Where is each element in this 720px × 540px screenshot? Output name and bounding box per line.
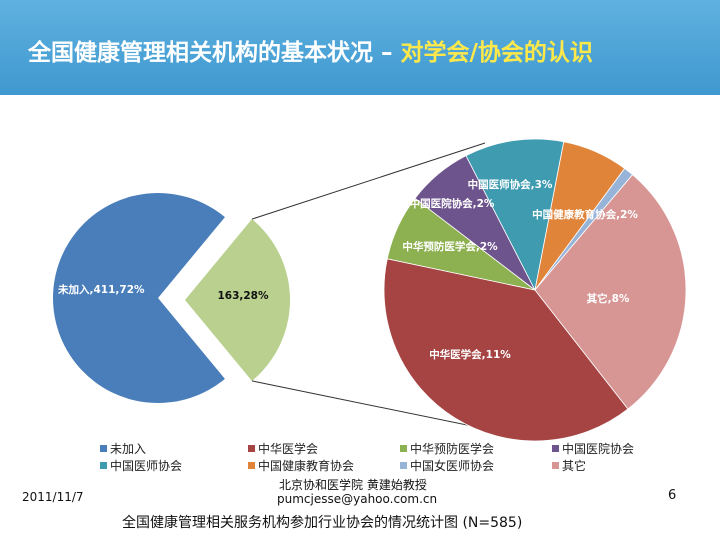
primary-slice-joined — [185, 219, 290, 381]
legend-swatch — [552, 445, 559, 452]
primary-label-joined: 163,28% — [217, 290, 269, 302]
legend-label: 中国健康教育协会 — [258, 459, 355, 473]
legend-item: 中国女医师协会 — [400, 457, 494, 474]
primary-slice-not-joined — [53, 193, 225, 403]
secondary-label-3: 中国医师协会,3% — [468, 178, 553, 191]
secondary-slice-6 — [534, 174, 687, 410]
secondary-label-6: 其它,8% — [587, 292, 630, 305]
secondary-slice-3 — [465, 138, 565, 292]
connector-line-top — [251, 142, 486, 220]
legend-swatch — [100, 445, 107, 452]
slide-title: 全国健康管理相关机构的基本状况 – 对学会/协会的认识 — [28, 33, 593, 67]
secondary-label-4: 中国健康教育协会,2% — [532, 208, 638, 221]
secondary-label-1: 中华预防医学会,2% — [402, 240, 498, 253]
legend-label: 中国医院协会 — [562, 442, 635, 456]
secondary-label-2: 中国医院协会,2% — [410, 197, 495, 210]
legend-item: 中国医院协会 — [552, 440, 634, 457]
legend-item: 中国健康教育协会 — [248, 457, 354, 474]
footer-date: 2011/11/7 — [22, 490, 84, 504]
legend-swatch — [400, 462, 407, 469]
legend-label: 未加入 — [110, 442, 147, 456]
primary-label-not-joined: 未加入,411,72% — [57, 283, 145, 296]
legend-swatch — [248, 445, 255, 452]
legend-label: 中国女医师协会 — [410, 459, 495, 473]
footer-email: pumcjesse@yahoo.com.cn — [277, 492, 438, 506]
title-bar: 全国健康管理相关机构的基本状况 – 对学会/协会的认识 — [0, 0, 720, 95]
legend-item: 中华医学会 — [248, 440, 318, 457]
legend-item: 中国医师协会 — [100, 457, 182, 474]
legend-item: 其它 — [552, 457, 586, 474]
legend-label: 中华预防医学会 — [410, 442, 495, 456]
legend-label: 中华医学会 — [258, 442, 319, 456]
footer-author: 北京协和医学院 黄建始教授 — [279, 478, 427, 492]
legend-label: 其它 — [562, 459, 587, 473]
legend-swatch — [100, 462, 107, 469]
legend-swatch — [248, 462, 255, 469]
chart-caption: 全国健康管理相关服务机构参加行业协会的情况统计图 (N=585) — [122, 515, 523, 531]
secondary-slice-0 — [383, 258, 629, 442]
legend-item: 未加入 — [100, 440, 146, 457]
title-highlight: 对学会/协会的认识 — [400, 40, 593, 66]
legend-label: 中国医师协会 — [110, 459, 183, 473]
footer-page-number: 6 — [668, 488, 677, 503]
title-main: 全国健康管理相关机构的基本状况 – — [28, 40, 401, 66]
legend-swatch — [400, 445, 407, 452]
legend-swatch — [552, 462, 559, 469]
legend-item: 中华预防医学会 — [400, 440, 494, 457]
secondary-label-0: 中华医学会,11% — [429, 348, 511, 361]
